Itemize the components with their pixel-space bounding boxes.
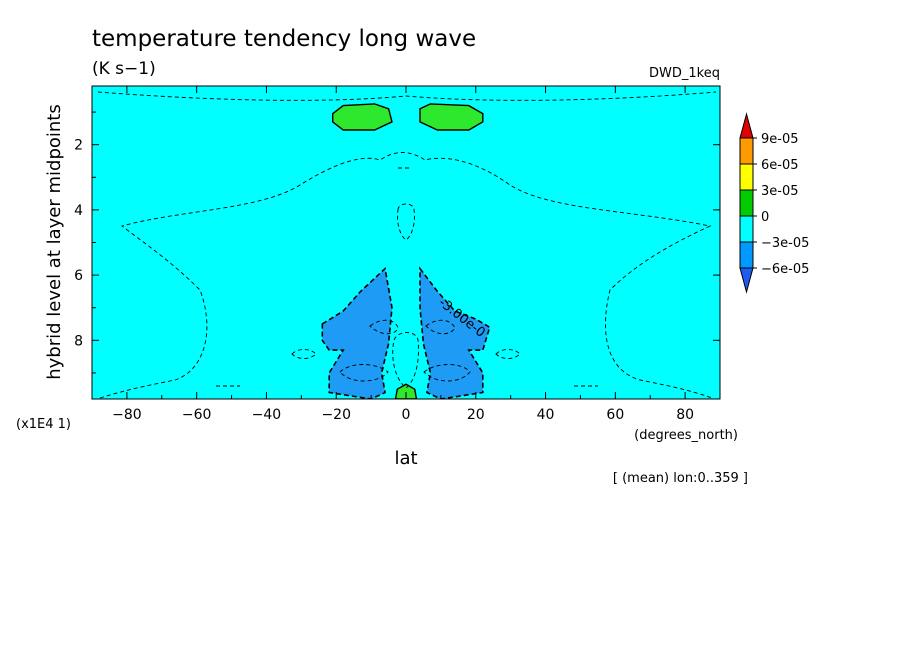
legend-swatch	[739, 189, 754, 217]
contour-left-inner-loop	[369, 319, 399, 335]
x-tick-label: −20	[321, 407, 351, 423]
outline-upper-right-positive	[419, 103, 484, 131]
chart-units: (K s−1)	[92, 59, 156, 79]
region-upper-left-positive	[332, 103, 392, 130]
legend-swatch	[739, 163, 754, 191]
legend-level-label: −3e-05	[761, 236, 809, 251]
contour-left-lower-loop	[339, 364, 389, 382]
contour-lines	[97, 91, 717, 399]
x-tick-label: 20	[467, 407, 485, 423]
legend-swatch	[739, 137, 754, 165]
legend-level-label: 6e-05	[761, 158, 799, 173]
contour-equator-lower-loop	[392, 332, 419, 389]
region-right-negative-lobe	[420, 268, 490, 399]
y-axis-label: hybrid level at layer midpoints	[44, 104, 65, 380]
x-tick-label: 80	[676, 407, 694, 423]
plot-background-fill	[92, 86, 720, 399]
x-tick-label: 0	[402, 407, 411, 423]
outline-upper-left-positive	[332, 103, 393, 131]
legend-swatch-min	[739, 267, 754, 294]
region-upper-right-positive	[420, 103, 483, 130]
x-tick-label: −60	[182, 407, 212, 423]
dataset-label: DWD_1keq	[649, 66, 720, 81]
contour-left-notch	[291, 349, 317, 359]
legend-swatch	[739, 241, 754, 269]
outline-surface-equator-positive	[394, 383, 418, 399]
legend-level-label: 9e-05	[761, 132, 799, 147]
plot-area: -3.00e-0	[91, 85, 721, 400]
x-tick-label: 40	[537, 407, 555, 423]
filled-regions	[322, 103, 490, 399]
y-axis-ticks: 2 4 6 8	[74, 111, 720, 374]
y-tick-label: 4	[74, 203, 83, 219]
contour-outer-envelope	[99, 152, 713, 399]
x-axis-units: (degrees_north)	[634, 428, 738, 443]
y-tick-label: 6	[74, 268, 83, 284]
legend-level-label: −6e-05	[761, 262, 809, 277]
chart-title: temperature tendency long wave	[92, 26, 476, 52]
contour-right-notch	[495, 349, 521, 359]
outline-right-negative-lobe	[419, 266, 491, 399]
x-axis-ticks: −80 −60 −40 −20 0 20 40 60 80	[91, 86, 721, 423]
x-tick-label: −40	[252, 407, 282, 423]
contour-top-band	[97, 91, 717, 101]
region-outlines	[321, 103, 491, 399]
legend-level-label: 0	[761, 210, 769, 225]
contour-right-lower-loop	[423, 364, 471, 382]
contour-right-inner-loop	[425, 319, 456, 335]
legend-level-label: 3e-05	[761, 184, 799, 199]
y-axis-scale-note: (x1E4 1)	[16, 417, 71, 432]
color-legend: 9e-05 6e-05 3e-05 0 −3e-05 −6e-05	[739, 112, 809, 294]
legend-swatch	[739, 215, 754, 243]
x-tick-label: −80	[112, 407, 142, 423]
outline-left-negative-lobe	[321, 267, 393, 399]
x-tick-label: 60	[606, 407, 624, 423]
legend-swatch-max	[739, 112, 754, 139]
chart-subtitle: [ (mean) lon:0..359 ]	[613, 471, 748, 486]
region-left-negative-lobe	[322, 268, 392, 399]
y-tick-label: 2	[74, 138, 83, 154]
y-tick-label: 8	[74, 333, 83, 349]
x-axis-label: lat	[394, 448, 417, 469]
